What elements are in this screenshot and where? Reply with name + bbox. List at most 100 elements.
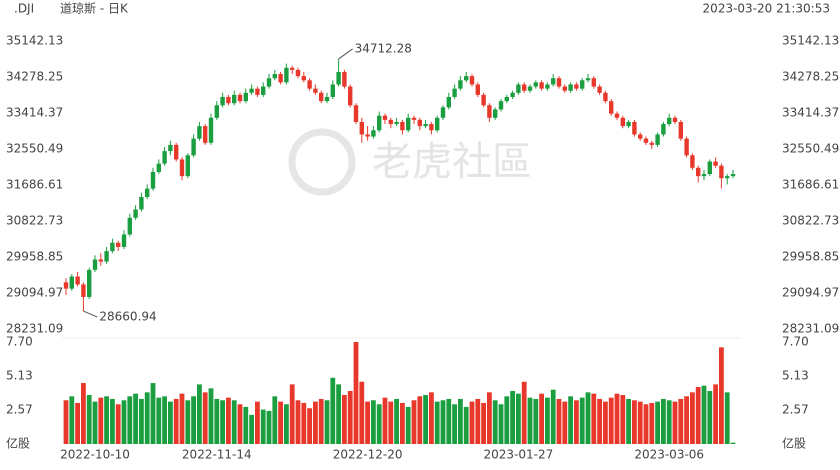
candle-body bbox=[353, 105, 359, 122]
x-tick-label: 2023-03-06 bbox=[634, 448, 704, 462]
annotation-leader bbox=[338, 48, 353, 60]
candle-body bbox=[394, 121, 399, 125]
volume-bar bbox=[411, 400, 417, 444]
y-tick-label-right: 34278.25 bbox=[782, 70, 839, 84]
volume-bar bbox=[510, 391, 515, 444]
volume-bar bbox=[202, 392, 208, 444]
volume-bar bbox=[185, 400, 191, 444]
volume-bar bbox=[591, 393, 597, 444]
volume-bar bbox=[400, 402, 405, 444]
candle-body bbox=[649, 142, 654, 145]
candle-body bbox=[290, 67, 295, 70]
y-tick-label-right: 31686.61 bbox=[782, 178, 839, 192]
candle-body bbox=[249, 88, 254, 93]
volume-bar bbox=[539, 393, 544, 444]
candle-body bbox=[324, 96, 330, 102]
y-tick-label: 32550.49 bbox=[6, 142, 63, 156]
volume-bar bbox=[86, 394, 92, 444]
volume-bar bbox=[365, 401, 370, 444]
volume-bar bbox=[237, 404, 243, 444]
candle-body bbox=[174, 144, 179, 160]
volume-bar bbox=[620, 394, 626, 444]
y-tick-label: 29958.85 bbox=[6, 250, 63, 264]
volume-bar bbox=[562, 401, 568, 444]
volume-tick-label-right: 亿股 bbox=[782, 436, 806, 451]
candle-body bbox=[510, 92, 515, 97]
candle-body bbox=[429, 124, 434, 131]
candle-body bbox=[261, 86, 266, 95]
candle-body bbox=[591, 78, 596, 87]
volume-bar bbox=[649, 402, 655, 444]
volume-bar bbox=[104, 396, 109, 444]
candle-body bbox=[516, 84, 521, 93]
candle-body bbox=[116, 242, 121, 247]
volume-bar bbox=[63, 400, 69, 444]
candle-body bbox=[574, 84, 579, 89]
volume-bar bbox=[139, 398, 144, 444]
y-tick-label-right: 30822.73 bbox=[782, 214, 839, 228]
volume-bar bbox=[516, 393, 521, 444]
candle-body bbox=[156, 163, 161, 172]
candle-body bbox=[92, 259, 98, 270]
x-tick-label: 2023-01-27 bbox=[484, 448, 554, 462]
volume-bar bbox=[266, 410, 272, 444]
candle-body bbox=[603, 92, 608, 102]
candle-body bbox=[330, 84, 335, 97]
annotation-leader bbox=[83, 310, 98, 318]
candle-body bbox=[400, 121, 405, 131]
volume-bar bbox=[655, 401, 660, 444]
candle-body bbox=[713, 161, 718, 166]
candle-body bbox=[243, 92, 248, 102]
volume-bar bbox=[289, 384, 295, 444]
volume-bar bbox=[388, 401, 394, 444]
candle-body bbox=[614, 113, 620, 118]
candle-body bbox=[382, 115, 388, 120]
volume-bar bbox=[603, 401, 608, 444]
watermark-logo bbox=[288, 128, 356, 196]
candle-body bbox=[121, 234, 127, 247]
volume-bar bbox=[150, 383, 156, 444]
volume-bar bbox=[330, 377, 336, 444]
candle-body bbox=[585, 78, 591, 81]
candle-body bbox=[133, 209, 138, 218]
volume-bar bbox=[678, 398, 684, 444]
candle-body bbox=[638, 134, 643, 139]
volume-bar bbox=[707, 391, 713, 444]
volume-bar bbox=[243, 406, 249, 444]
volume-bar bbox=[307, 408, 312, 444]
volume-bar bbox=[353, 342, 359, 444]
candle-body bbox=[643, 138, 649, 143]
candle-body bbox=[127, 217, 132, 235]
volume-bar bbox=[730, 442, 736, 444]
volume-bar bbox=[487, 392, 492, 444]
candle-body bbox=[620, 117, 625, 127]
candle-body bbox=[226, 96, 231, 104]
volume-bar bbox=[429, 392, 434, 444]
volume-bar bbox=[278, 401, 283, 444]
volume-tick-label: 2.57 bbox=[6, 402, 33, 416]
y-tick-label-right: 35142.13 bbox=[782, 34, 839, 48]
candle-body bbox=[655, 134, 660, 145]
candle-body bbox=[684, 138, 689, 156]
volume-bar bbox=[614, 393, 620, 444]
volume-bar bbox=[597, 398, 602, 444]
candle-body bbox=[278, 74, 283, 83]
candle-body bbox=[266, 78, 272, 87]
candle-body bbox=[81, 284, 86, 297]
candle-body bbox=[371, 130, 376, 137]
volume-bar bbox=[533, 398, 539, 444]
volume-bar bbox=[284, 404, 289, 444]
volume-bar bbox=[724, 392, 730, 444]
volume-bar bbox=[394, 398, 399, 444]
volume-tick-label-right: 5.13 bbox=[782, 369, 809, 383]
x-tick-label: 2022-10-10 bbox=[60, 448, 130, 462]
x-tick-label: 2022-12-20 bbox=[333, 448, 403, 462]
y-tick-label: 30822.73 bbox=[6, 214, 63, 228]
watermark: 老虎社區 bbox=[372, 139, 532, 185]
volume-bar bbox=[121, 400, 127, 444]
volume-bar bbox=[272, 396, 278, 444]
volume-bar bbox=[568, 396, 573, 444]
volume-bar bbox=[463, 406, 469, 444]
volume-bar bbox=[440, 400, 446, 444]
volume-bar bbox=[632, 400, 637, 444]
